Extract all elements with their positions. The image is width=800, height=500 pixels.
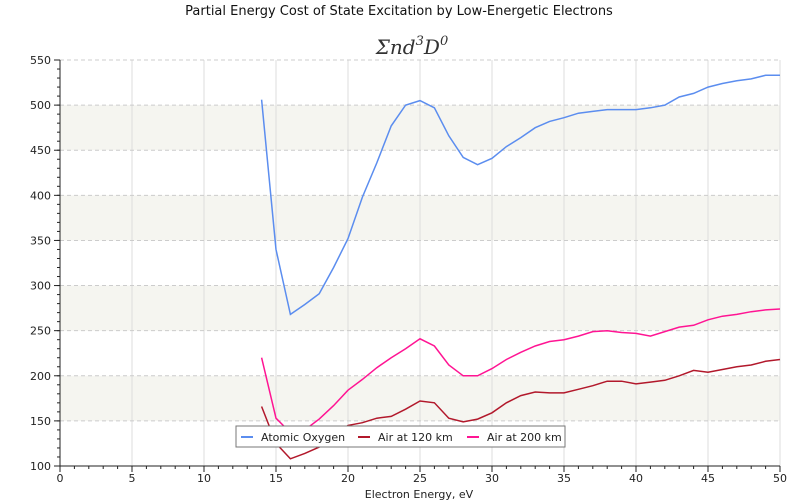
x-tick-label: 20 <box>341 472 355 485</box>
y-tick-label: 550 <box>30 54 51 67</box>
x-tick-label: 30 <box>485 472 499 485</box>
y-tick-label: 500 <box>30 99 51 112</box>
x-tick-label: 0 <box>57 472 64 485</box>
chart-title: Partial Energy Cost of State Excitation … <box>185 4 613 19</box>
y-tick-label: 200 <box>30 370 51 383</box>
x-tick-label: 40 <box>629 472 643 485</box>
series-line-air-at-120-km <box>260 358 781 460</box>
x-tick-label: 5 <box>129 472 136 485</box>
series-line-atomic-oxygen <box>260 74 780 316</box>
y-tick-label: 100 <box>30 460 51 473</box>
y-tick-label: 350 <box>30 234 51 247</box>
legend: Atomic Oxygen Air at 120 km Air at 200 km <box>235 425 566 448</box>
x-axis-label: Electron Energy, eV <box>365 488 474 500</box>
gridlines <box>60 59 781 466</box>
series-lines <box>260 74 781 460</box>
x-tick-label: 10 <box>197 472 211 485</box>
y-tick-label: 300 <box>30 280 51 293</box>
y-tick-label: 250 <box>30 325 51 338</box>
legend-label: Atomic Oxygen <box>261 431 345 444</box>
series-line-air-at-200-km <box>260 308 781 434</box>
axes: 0 5 10 15 20 25 30 35 40 45 50 100 150 200 250 300 350 40… <box>30 54 787 485</box>
x-tick-label: 50 <box>773 472 787 485</box>
chart-subtitle: Σnd3D0 <box>375 34 448 59</box>
x-tick-label: 25 <box>413 472 427 485</box>
x-tick-label: 35 <box>557 472 571 485</box>
legend-label: Air at 120 km <box>378 431 453 444</box>
y-tick-label: 400 <box>30 189 51 202</box>
legend-label: Air at 200 km <box>487 431 562 444</box>
y-tick-label: 450 <box>30 144 51 157</box>
y-tick-label: 150 <box>30 415 51 428</box>
x-tick-label: 45 <box>701 472 715 485</box>
x-tick-label: 15 <box>269 472 283 485</box>
